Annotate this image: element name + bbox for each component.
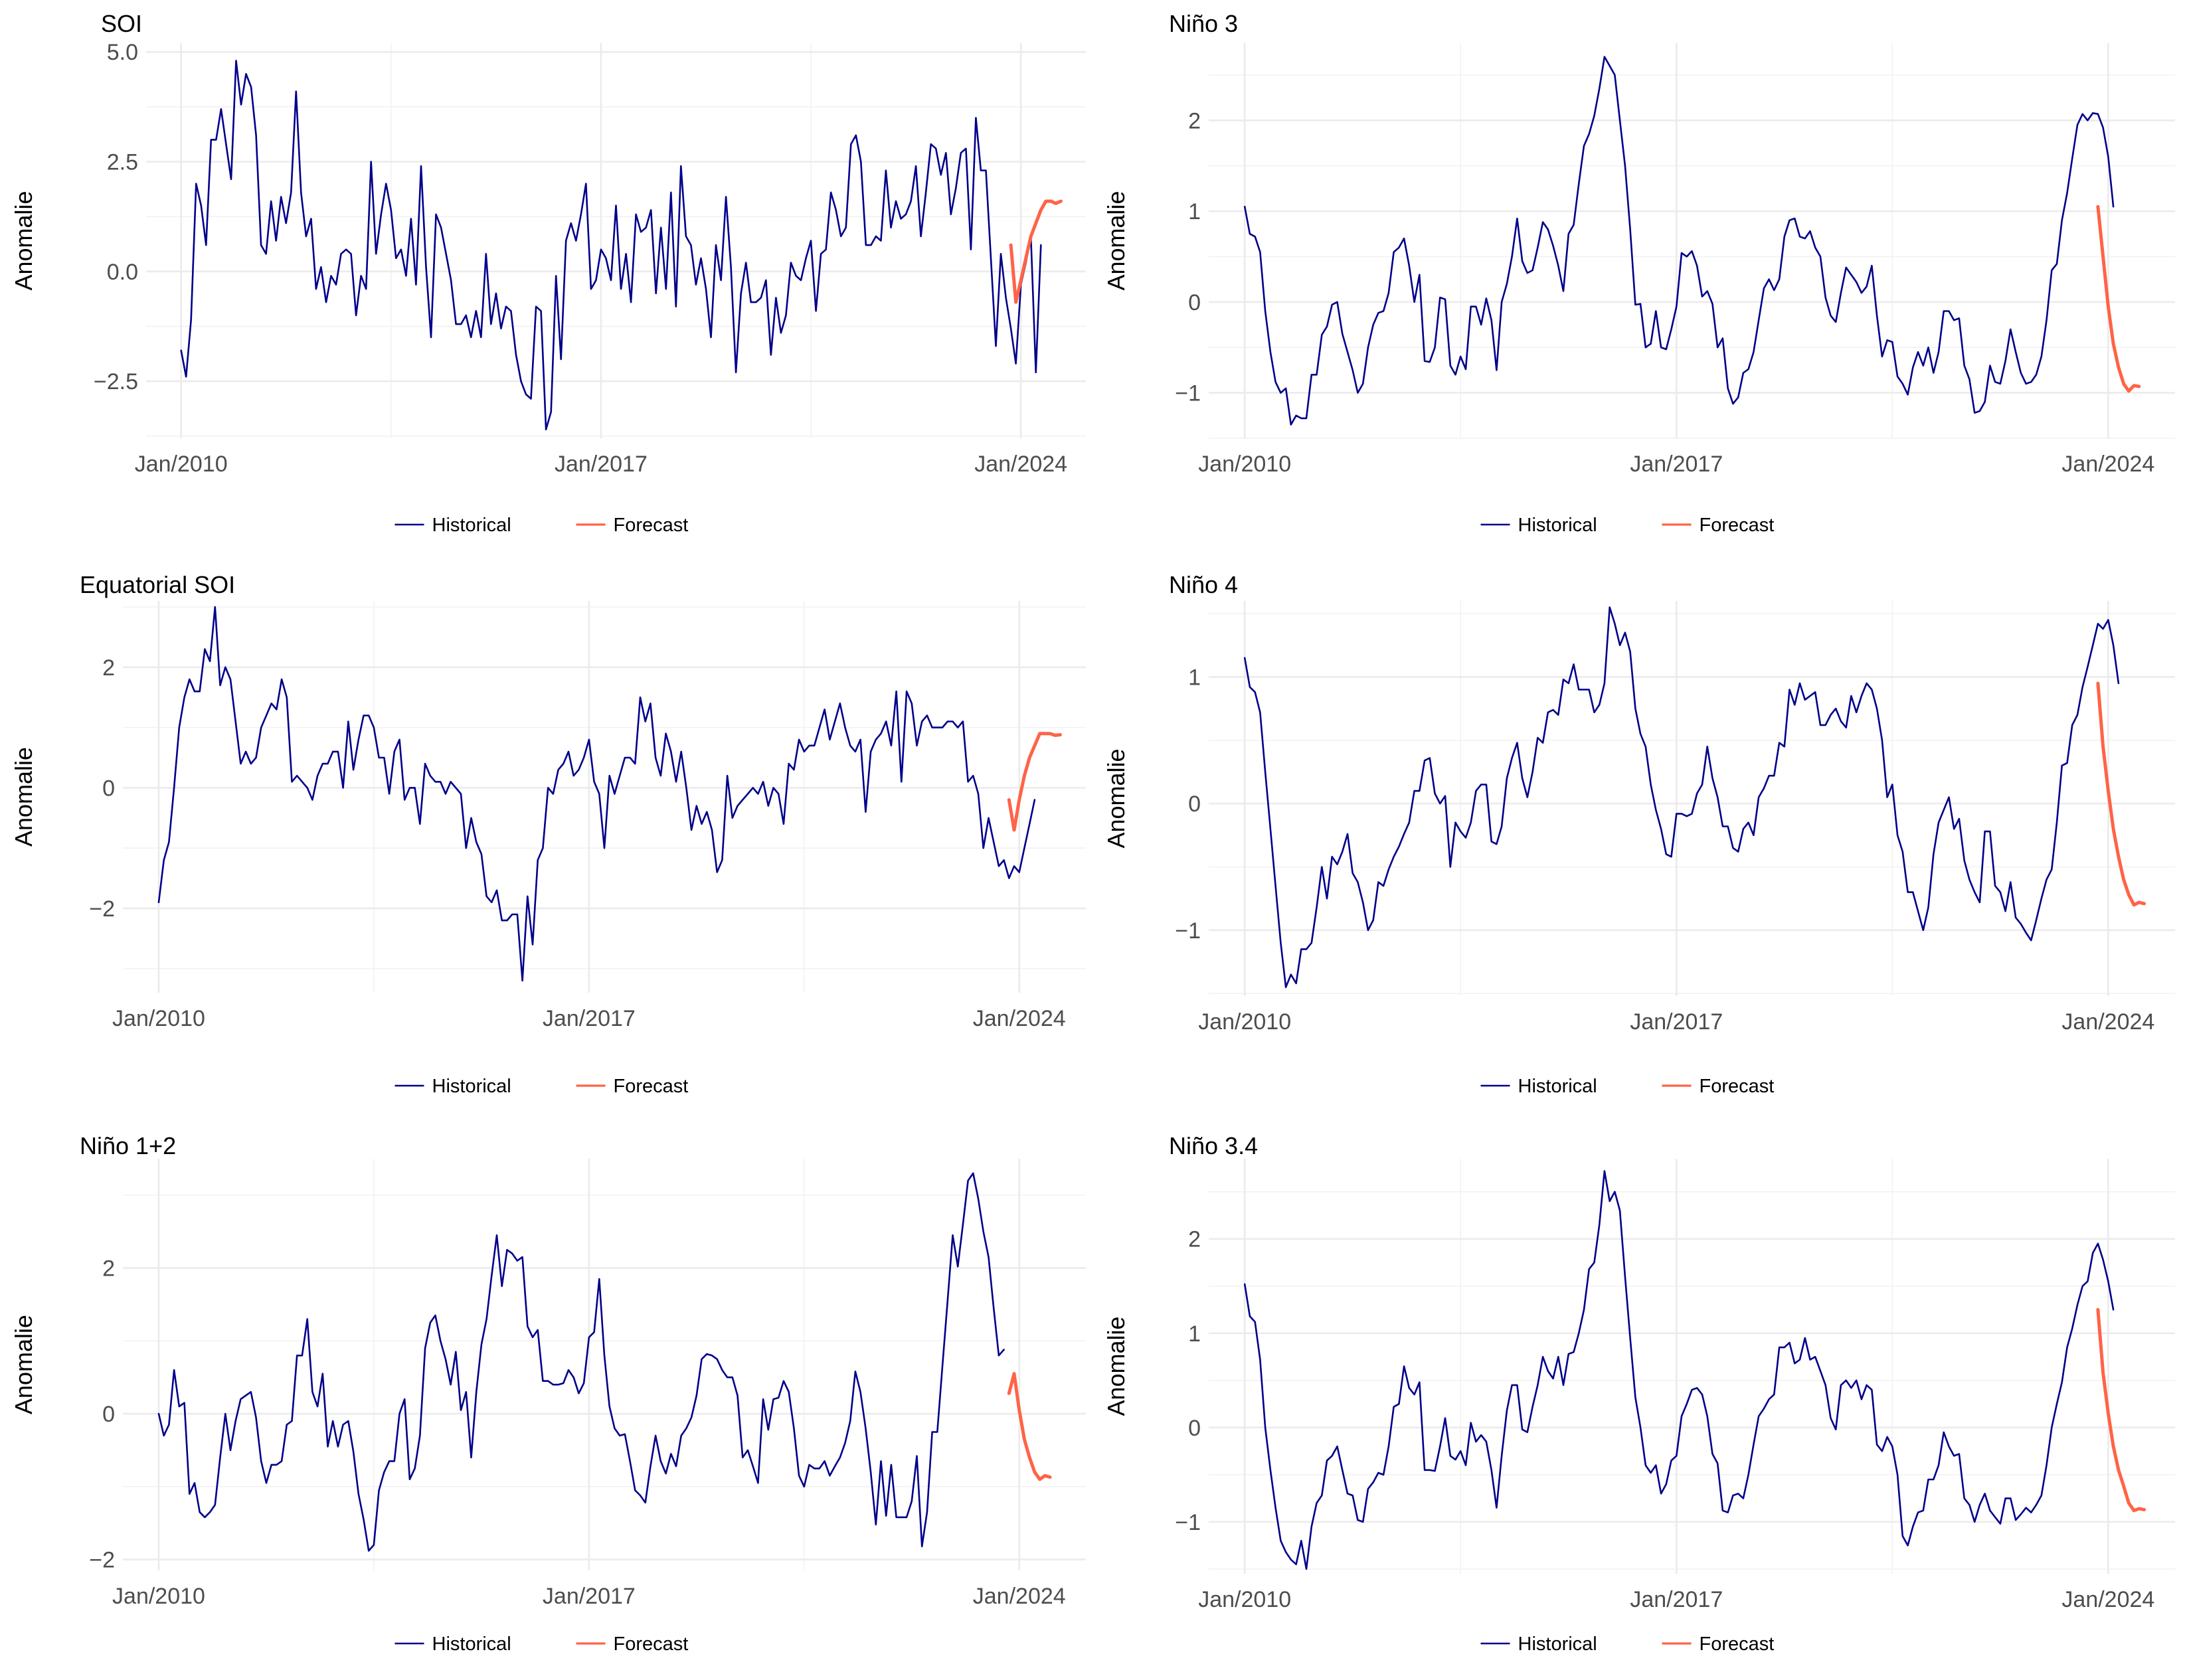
y-axis-title: Anomalie xyxy=(10,191,37,290)
y-tick-label: 1 xyxy=(1188,665,1201,690)
legend-label-historical: Historical xyxy=(1518,1634,1597,1655)
legend-label-historical: Historical xyxy=(432,1076,511,1097)
chart-title: Niño 4 xyxy=(1169,571,1238,598)
chart-title: Niño 1+2 xyxy=(80,1132,176,1159)
legend: Historical Forecast xyxy=(394,1634,689,1655)
legend: Historical Forecast xyxy=(394,515,689,536)
x-tick-label: Jan/2010 xyxy=(112,1584,205,1609)
chart-title: Niño 3 xyxy=(1169,10,1238,37)
y-tick-label: 2 xyxy=(1188,1227,1201,1252)
chart-panel-nino-3-4: −1 0 1 2 Jan/2010 Jan/2017 Jan/2024 Anomalie Niñ… xyxy=(1102,1132,2175,1655)
y-tick-label: −1 xyxy=(1175,918,1201,944)
legend-label-forecast: Forecast xyxy=(614,1634,689,1655)
y-tick-label: 1 xyxy=(1188,199,1201,224)
series-line-forecast xyxy=(1007,732,1062,832)
x-tick-label: Jan/2024 xyxy=(2061,1587,2154,1612)
legend: Historical Forecast xyxy=(1480,1634,1775,1655)
y-tick-label: 0 xyxy=(102,776,115,801)
y-tick-label: 2 xyxy=(1188,108,1201,133)
y-tick-label: 2.5 xyxy=(107,150,138,175)
x-tick-label: Jan/2010 xyxy=(112,1006,205,1031)
y-axis-title: Anomalie xyxy=(10,1315,37,1414)
chart-panel-soi: −2.5 0.0 2.5 5.0 Jan/2010 Jan/2017 Jan/2024 Ano… xyxy=(10,10,1086,536)
y-tick-label: 0 xyxy=(102,1402,115,1427)
series-line-historical xyxy=(157,1172,1005,1552)
y-tick-label: 0 xyxy=(1188,1416,1201,1441)
y-tick-label: 1 xyxy=(1188,1321,1201,1347)
y-tick-label: 0.0 xyxy=(107,260,138,285)
y-tick-label: 2 xyxy=(102,1256,115,1282)
x-tick-label: Jan/2017 xyxy=(543,1006,636,1031)
legend-label-forecast: Forecast xyxy=(1700,515,1775,536)
y-tick-label: 2 xyxy=(102,655,115,681)
x-tick-label: Jan/2024 xyxy=(973,1006,1066,1031)
legend-label-historical: Historical xyxy=(1518,515,1597,536)
x-tick-label: Jan/2024 xyxy=(973,1584,1066,1609)
x-tick-label: Jan/2024 xyxy=(2061,1009,2154,1035)
gridlines xyxy=(146,43,1086,438)
legend-label-historical: Historical xyxy=(432,1634,511,1655)
legend-label-historical: Historical xyxy=(432,515,511,536)
y-tick-label: −2 xyxy=(89,1548,115,1573)
x-tick-label: Jan/2024 xyxy=(2061,452,2154,477)
legend-label-forecast: Forecast xyxy=(1700,1634,1775,1655)
x-tick-label: Jan/2017 xyxy=(543,1584,636,1609)
chart-panel-nino-3: −1 0 1 2 Jan/2010 Jan/2017 Jan/2024 Anomalie Niñ… xyxy=(1102,10,2175,536)
gridlines xyxy=(1209,43,2175,439)
x-tick-label: Jan/2010 xyxy=(1198,1009,1291,1035)
chart-title: Equatorial SOI xyxy=(80,571,235,598)
y-tick-label: 0 xyxy=(1188,792,1201,817)
y-axis-title: Anomalie xyxy=(10,747,37,847)
gridlines xyxy=(123,1159,1086,1570)
x-tick-label: Jan/2010 xyxy=(1198,1587,1291,1612)
legend: Historical Forecast xyxy=(1480,515,1775,536)
chart-title: Niño 3.4 xyxy=(1169,1132,1258,1159)
x-tick-label: Jan/2017 xyxy=(555,452,648,477)
y-tick-label: −2.5 xyxy=(94,369,138,394)
legend: Historical Forecast xyxy=(394,1076,689,1097)
series-line-forecast xyxy=(2096,1307,2146,1513)
x-tick-label: Jan/2024 xyxy=(974,452,1067,477)
y-tick-label: 0 xyxy=(1188,290,1201,315)
series-line-forecast xyxy=(2096,681,2146,907)
legend-label-historical: Historical xyxy=(1518,1076,1597,1097)
series-line-forecast xyxy=(1009,199,1063,304)
gridlines xyxy=(1209,601,2175,996)
series-line-historical xyxy=(180,60,1042,431)
x-tick-label: Jan/2010 xyxy=(135,452,228,477)
legend-label-forecast: Forecast xyxy=(614,515,689,536)
y-axis-title: Anomalie xyxy=(1102,748,1130,848)
series-line-forecast xyxy=(2096,205,2141,393)
series-line-historical xyxy=(1243,606,2120,989)
gridlines xyxy=(1209,1159,2175,1574)
y-tick-label: −1 xyxy=(1175,381,1201,406)
series-line-historical xyxy=(157,606,1036,982)
legend: Historical Forecast xyxy=(1480,1076,1775,1097)
series-line-historical xyxy=(1243,1170,2115,1570)
x-tick-label: Jan/2017 xyxy=(1630,1587,1723,1612)
series-line-forecast xyxy=(1007,1372,1052,1481)
legend-label-forecast: Forecast xyxy=(1700,1076,1775,1097)
chart-panel-equatorial-soi: −2 0 2 Jan/2010 Jan/2017 Jan/2024 Anomalie Equa… xyxy=(10,571,1086,1097)
chart-title: SOI xyxy=(101,10,142,37)
y-axis-title: Anomalie xyxy=(1102,191,1130,290)
legend-label-forecast: Forecast xyxy=(614,1076,689,1097)
x-tick-label: Jan/2017 xyxy=(1630,1009,1723,1035)
y-tick-label: 5.0 xyxy=(107,40,138,65)
chart-panel-nino-4: −1 0 1 Jan/2010 Jan/2017 Jan/2024 Anomalie Niño… xyxy=(1102,571,2175,1097)
y-tick-label: −2 xyxy=(89,896,115,922)
chart-panel-nino-1-2: −2 0 2 Jan/2010 Jan/2017 Jan/2024 Anomalie Niño… xyxy=(10,1132,1086,1655)
x-tick-label: Jan/2017 xyxy=(1630,452,1723,477)
series-line-historical xyxy=(1243,56,2115,426)
x-tick-label: Jan/2010 xyxy=(1198,452,1291,477)
gridlines xyxy=(123,601,1086,993)
y-axis-title: Anomalie xyxy=(1102,1316,1130,1416)
y-tick-label: −1 xyxy=(1175,1510,1201,1535)
